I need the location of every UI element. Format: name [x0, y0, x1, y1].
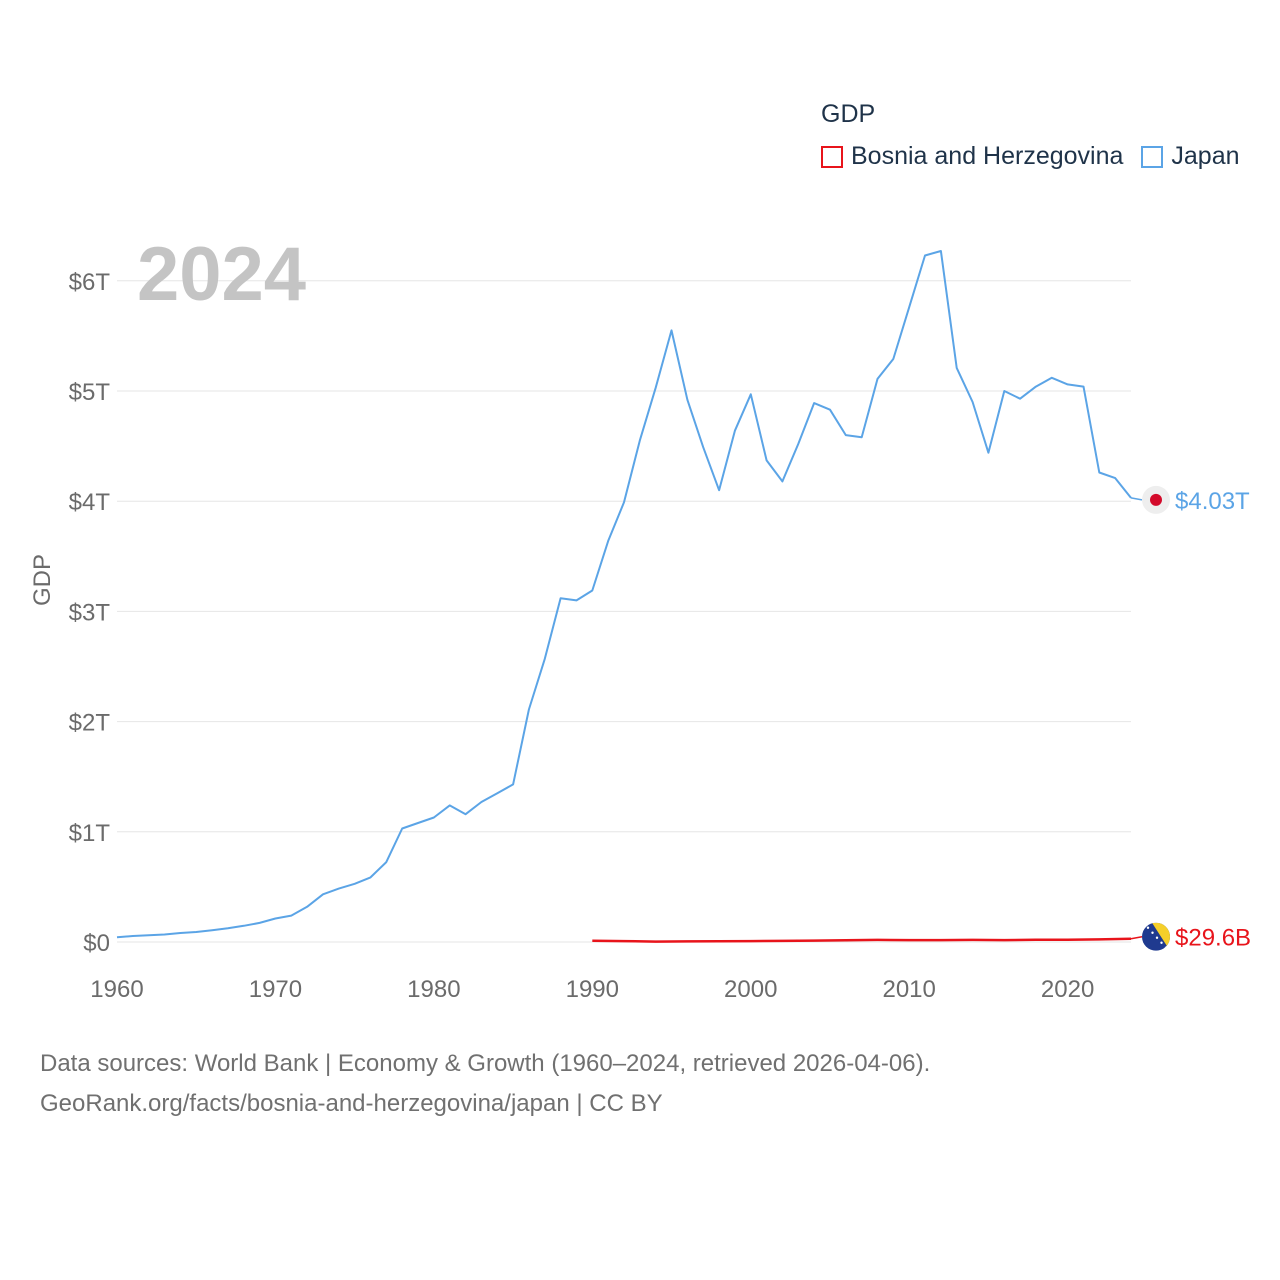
end-connector — [1130, 497, 1143, 501]
y-axis-title: GDP — [29, 554, 56, 606]
x-tick-label: 1980 — [407, 976, 460, 1003]
legend-label-japan: Japan — [1171, 142, 1240, 170]
y-tick-label: $2T — [69, 710, 111, 737]
bosnia-flag-body — [1142, 922, 1170, 951]
bosnia-flag-star — [1155, 936, 1159, 939]
series-line-bosnia — [592, 937, 1132, 943]
attribution-link[interactable]: GeoRank.org/facts/bosnia-and-herzegovina… — [40, 1090, 663, 1117]
y-tick-label: $1T — [69, 820, 111, 847]
data-sources-text: Data sources: World Bank | Economy & Gro… — [40, 1050, 931, 1077]
x-tick-label: 1960 — [90, 976, 143, 1003]
footer: Data sources: World Bank | Economy & Gro… — [40, 1044, 930, 1124]
legend-swatch-bosnia — [821, 145, 843, 168]
bosnia-flag-star — [1160, 941, 1163, 944]
bosnia-flag-triangle — [1152, 922, 1170, 951]
series-line-japan — [116, 250, 1132, 939]
bosnia-flag-star — [1146, 926, 1150, 929]
end-connector — [1130, 936, 1143, 940]
y-tick-label: $5T — [69, 379, 111, 406]
y-tick-label: $6T — [69, 269, 111, 296]
year-watermark: 2024 — [137, 232, 306, 317]
y-tick-label: $3T — [69, 599, 111, 626]
x-tick-label: 1970 — [249, 976, 302, 1003]
y-tick-label: $0 — [83, 930, 110, 957]
bosnia-flag-star — [1164, 946, 1168, 949]
x-tick-label: 1990 — [566, 976, 619, 1003]
legend: Bosnia and Herzegovina Japan — [821, 142, 1258, 171]
y-tick-label: $4T — [69, 489, 111, 516]
legend-label-bosnia: Bosnia and Herzegovina — [851, 142, 1124, 170]
series-end-markers: $29.6B $4.03T — [1130, 485, 1251, 952]
x-axis-ticks: 1960 1970 1980 1990 2000 2010 2020 — [90, 976, 1094, 1003]
series-lines — [116, 250, 1132, 943]
end-label-bosnia: $29.6B — [1175, 925, 1251, 952]
y-axis-ticks: $0 $1T $2T $3T $4T $5T $6T — [69, 269, 111, 957]
end-label-japan: $4.03T — [1175, 488, 1250, 515]
x-tick-label: 2000 — [724, 976, 777, 1003]
bosnia-flag-star — [1151, 931, 1154, 934]
x-tick-label: 2010 — [882, 976, 935, 1003]
gridlines — [117, 280, 1131, 943]
japan-flag-disc — [1150, 493, 1162, 506]
legend-item-bosnia[interactable]: Bosnia and Herzegovina — [821, 142, 1123, 171]
legend-item-japan[interactable]: Japan — [1141, 142, 1240, 171]
x-tick-label: 2020 — [1041, 976, 1094, 1003]
legend-swatch-japan — [1141, 145, 1164, 168]
legend-title: GDP — [821, 100, 876, 128]
bosnia-flag-icon — [1142, 922, 1170, 951]
